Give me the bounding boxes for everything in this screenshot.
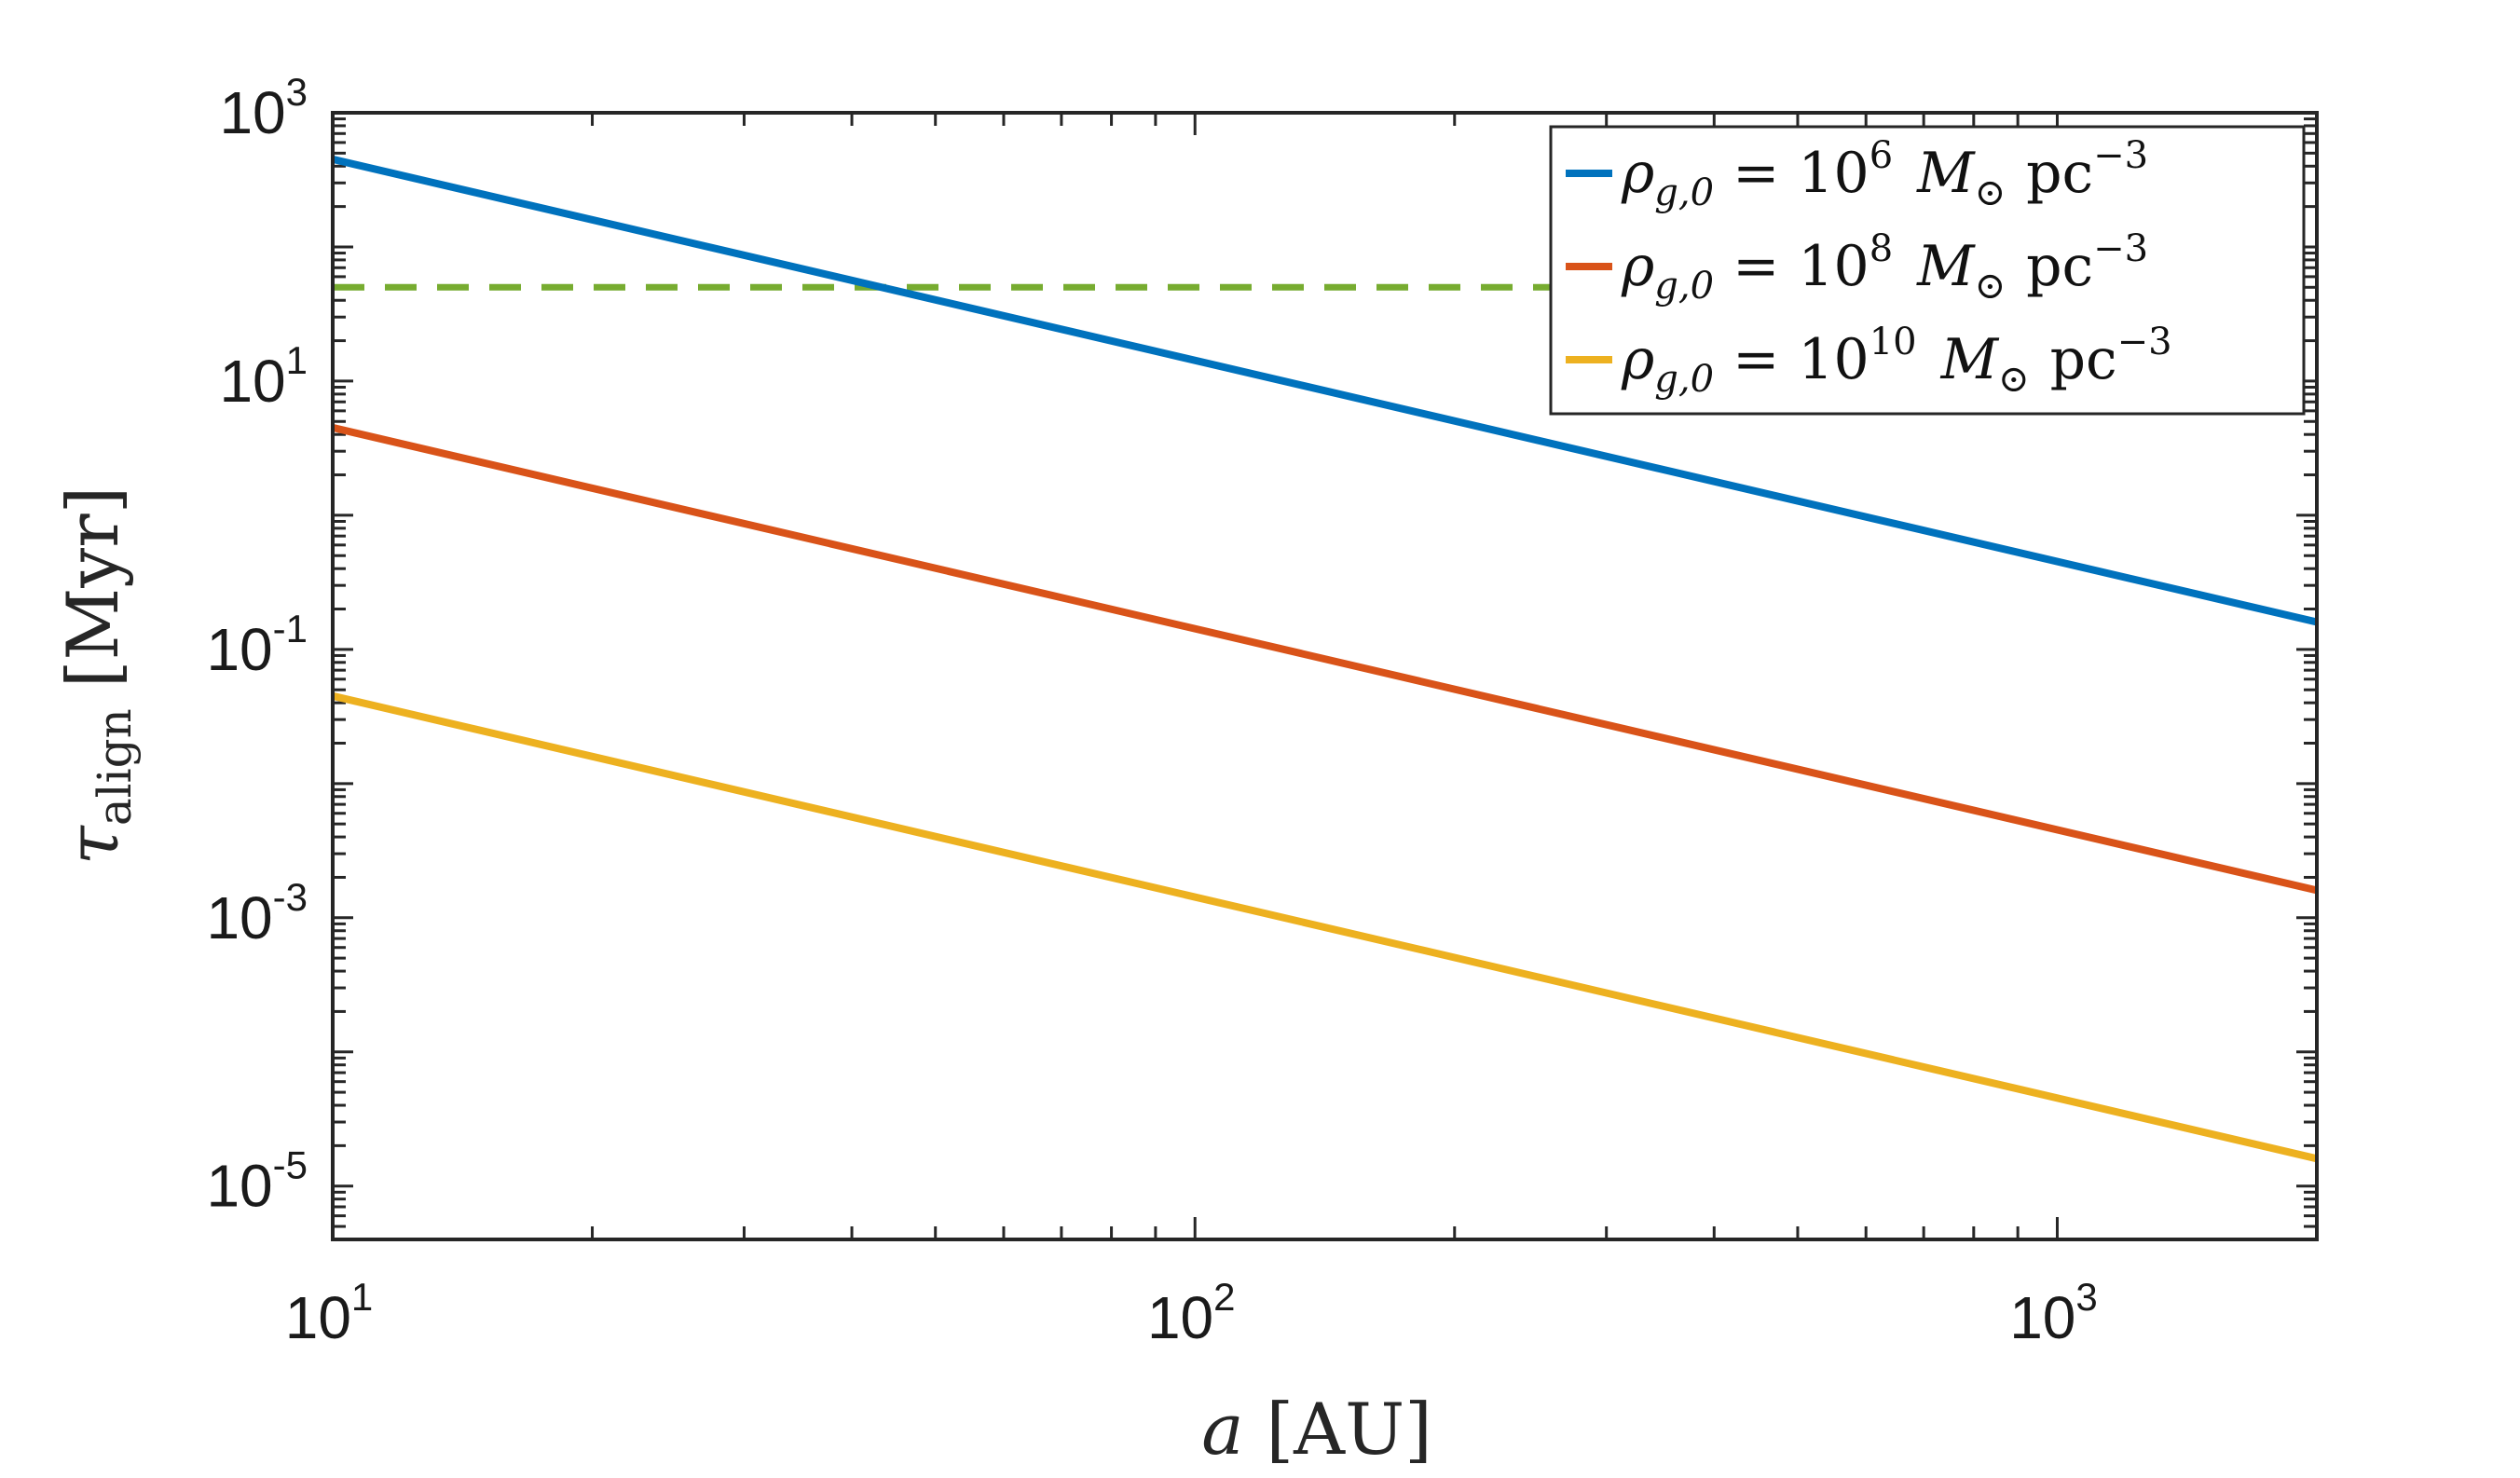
legend-part: 10 [1798, 141, 1869, 206]
legend-part: pc [2050, 327, 2117, 392]
legend-part: = [1732, 141, 1779, 206]
series-line-2 [332, 424, 2318, 895]
y-tick-base: 10 [206, 616, 272, 683]
legend-part: 10 [1869, 321, 1917, 363]
legend-part: ρ [1621, 327, 1654, 392]
legend-part: g,0 [1654, 171, 1714, 214]
series-line-3 [332, 691, 2318, 1163]
y-tick-label: 103 [219, 70, 308, 146]
legend-part: g,0 [1654, 265, 1714, 308]
legend-part: = [1732, 327, 1779, 392]
series-group [332, 156, 2318, 1163]
y-axis-label: τalign [Myr] [51, 486, 142, 865]
y-tick-exponent: -1 [273, 607, 308, 650]
y-tick-label: 10-3 [206, 875, 308, 951]
y-axis-label-var: τ [51, 824, 134, 865]
legend-part: −3 [2093, 134, 2148, 177]
x-tick-base: 10 [2009, 1284, 2075, 1351]
x-axis-label-var: a [1201, 1388, 1243, 1471]
legend-label-3: ρg,0 = 1010 M⊙ pc−3 [1621, 321, 2172, 401]
legend-part: pc [2026, 141, 2093, 206]
x-tick-label: 103 [2009, 1275, 2098, 1351]
y-axis-label-units: [Myr] [51, 486, 134, 688]
minor-ticks [333, 113, 2317, 1239]
legend-part: M [1916, 141, 1976, 206]
legend-label-2: ρg,0 = 108 M⊙ pc−3 [1621, 227, 2148, 308]
legend-label-1: ρg,0 = 106 M⊙ pc−3 [1621, 134, 2148, 214]
y-tick-base: 10 [206, 1153, 272, 1220]
x-tick-base: 10 [1147, 1284, 1213, 1351]
x-tick-label: 101 [285, 1275, 374, 1351]
legend-part: M [1940, 327, 2000, 392]
plot-frame [331, 111, 2319, 1241]
x-tick-exponent: 1 [351, 1275, 373, 1319]
legend-part: 10 [1798, 234, 1869, 299]
legend-part: ⊙ [1998, 358, 2030, 401]
x-tick-label: 102 [1147, 1275, 1236, 1351]
y-tick-base: 10 [206, 884, 272, 951]
series-line-1 [332, 156, 2318, 626]
y-tick-label: 101 [219, 338, 308, 415]
y-tick-label: 10-1 [206, 607, 308, 683]
y-tick-exponent: -5 [273, 1143, 308, 1187]
legend-part: ρ [1621, 234, 1654, 299]
legend-part: ρ [1621, 141, 1654, 206]
legend-part: −3 [2093, 227, 2148, 270]
legend-part: g,0 [1654, 358, 1714, 401]
legend-part: −3 [2117, 321, 2172, 363]
y-axis-label-sub: align [88, 708, 142, 826]
legend: ρg,0 = 106 M⊙ pc−3ρg,0 = 108 M⊙ pc−3ρg,0 = 1010 M⊙ p… [1549, 125, 2306, 416]
legend-part: ⊙ [1975, 265, 2006, 308]
y-tick-exponent: 1 [286, 338, 308, 382]
legend-part: pc [2026, 234, 2093, 299]
y-tick-exponent: -3 [273, 875, 308, 919]
x-tick-exponent: 3 [2075, 1275, 2097, 1319]
legend-part: ⊙ [1975, 171, 2006, 214]
legend-part: M [1916, 234, 1976, 299]
y-tick-label: 10-5 [206, 1143, 308, 1220]
y-tick-base: 10 [219, 79, 285, 146]
x-axis-label-units: [AU] [1267, 1388, 1432, 1471]
x-tick-exponent: 2 [1213, 1275, 1235, 1319]
legend-entries: ρg,0 = 106 M⊙ pc−3ρg,0 = 108 M⊙ pc−3ρg,0 = 1010 M⊙ p… [1566, 134, 2172, 401]
x-axis-label: a [AU] [1201, 1388, 1432, 1471]
legend-part: 8 [1869, 227, 1893, 270]
y-tick-exponent: 3 [286, 70, 308, 114]
x-tick-labels: 101 102 103 [285, 1275, 2098, 1351]
legend-part: 6 [1869, 134, 1893, 177]
x-tick-base: 10 [285, 1284, 351, 1351]
y-tick-base: 10 [219, 348, 285, 415]
legend-part: 10 [1798, 327, 1869, 392]
legend-part: = [1732, 234, 1779, 299]
legend-box [1549, 125, 2306, 416]
